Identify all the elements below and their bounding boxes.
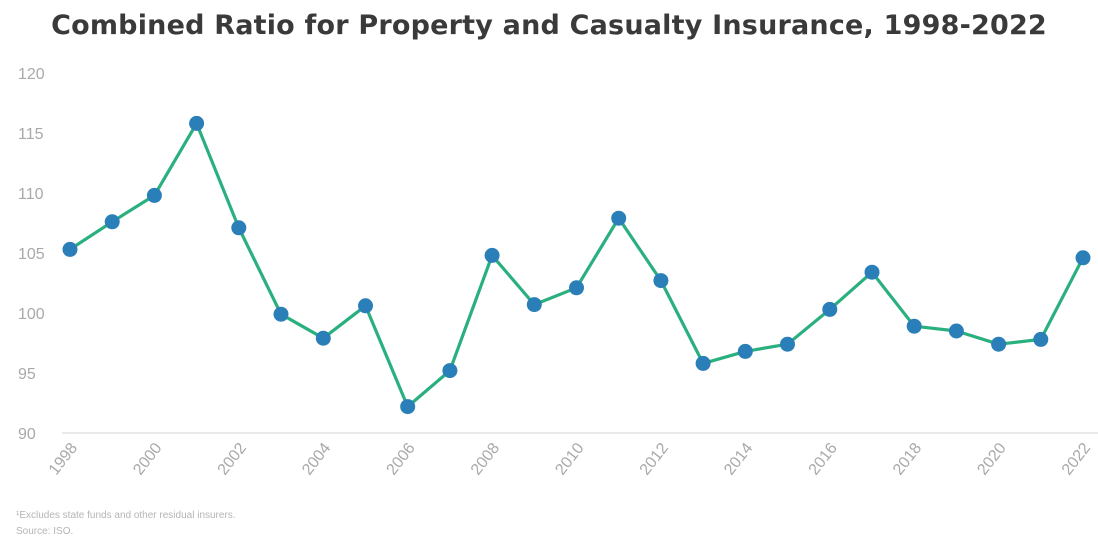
data-markers [62,115,1091,415]
data-point-2019 [948,323,964,339]
data-point-2003 [273,306,289,322]
data-point-2001 [189,115,205,131]
data-point-2021 [1033,331,1049,347]
x-tick-label: 2000 [130,440,165,479]
footnote-source: Source: ISO. [16,526,74,537]
y-tick-label: 120 [18,66,45,83]
data-point-2005 [358,298,373,314]
y-tick-label: 115 [18,126,44,143]
y-tick-label: 90 [18,426,36,443]
data-point-2012 [653,273,669,289]
data-point-2004 [315,330,331,346]
x-tick-label: 2018 [890,440,925,479]
data-point-2017 [864,264,880,280]
chart-title: Combined Ratio for Property and Casualty… [51,10,1047,41]
data-point-2015 [780,336,795,352]
x-tick-label: 2012 [637,440,672,479]
y-tick-label: 105 [18,246,45,263]
data-point-2007 [442,363,458,379]
x-tick-label: 2002 [215,440,250,479]
y-tick-label: 95 [18,366,36,383]
x-tick-label: 2010 [552,440,587,479]
data-point-2020 [991,336,1007,352]
x-tick-label: 2016 [806,440,841,479]
x-tick-label: 2006 [384,440,419,479]
x-tick-label: 2022 [1059,440,1094,479]
footnote-exclusion: ¹Excludes state funds and other residual… [16,510,236,521]
y-axis: 90 95 100 105 110 115 120 [18,66,45,443]
x-tick-label: 2008 [468,440,503,479]
series-line [69,121,1085,409]
x-tick-label: 2020 [974,440,1009,479]
data-point-2006 [400,399,416,415]
y-tick-label: 100 [18,306,45,323]
x-tick-label: 1998 [46,440,81,479]
data-point-2013 [695,355,711,371]
data-point-2022 [1075,250,1091,266]
data-point-2008 [484,247,500,263]
data-point-2014 [737,343,753,359]
x-axis: 1998 2000 2002 2004 2006 2008 2010 2012 2014 2016… [46,440,1094,479]
data-point-2002 [231,220,247,236]
data-point-1999 [104,214,120,230]
data-point-1998 [62,241,78,257]
x-tick-label: 2004 [299,440,334,479]
data-point-2018 [906,318,922,334]
data-point-2000 [146,187,162,203]
data-point-2011 [611,210,627,226]
x-tick-label: 2014 [721,440,756,479]
data-point-2009 [526,297,542,313]
data-point-2016 [822,301,838,317]
data-point-2010 [569,280,584,296]
y-tick-label: 110 [18,186,44,203]
